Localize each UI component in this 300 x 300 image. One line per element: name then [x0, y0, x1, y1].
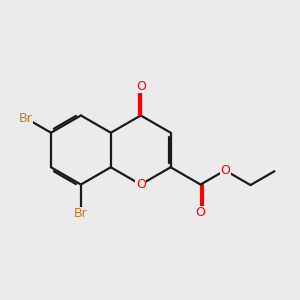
Text: Br: Br	[74, 207, 88, 220]
Text: O: O	[220, 164, 230, 177]
Text: O: O	[196, 206, 206, 219]
Text: O: O	[136, 80, 146, 93]
Text: Br: Br	[19, 112, 32, 124]
Text: O: O	[136, 178, 146, 191]
